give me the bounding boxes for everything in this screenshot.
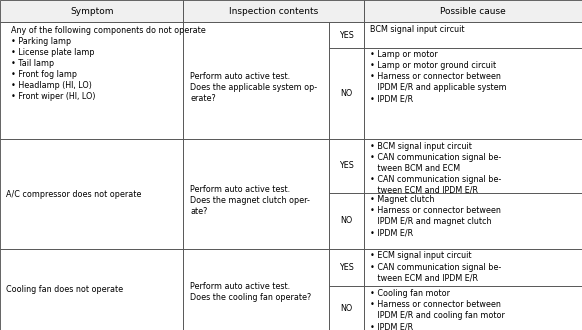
Text: Any of the following components do not operate
  • Parking lamp
  • License plat: Any of the following components do not o… <box>6 26 205 101</box>
Bar <box>183 22 329 139</box>
Bar <box>329 139 364 193</box>
Text: BCM signal input circuit: BCM signal input circuit <box>370 25 464 34</box>
Bar <box>364 193 582 249</box>
Text: Perform auto active test.
Does the applicable system op-
erate?: Perform auto active test. Does the appli… <box>190 72 317 103</box>
Bar <box>183 139 329 249</box>
Text: • Lamp or motor
• Lamp or motor ground circuit
• Harness or connector between
  : • Lamp or motor • Lamp or motor ground c… <box>370 50 506 104</box>
Bar <box>364 48 582 139</box>
Text: NO: NO <box>340 216 353 225</box>
Text: Possible cause: Possible cause <box>440 7 506 16</box>
Text: NO: NO <box>340 89 353 98</box>
Text: Inspection contents: Inspection contents <box>229 7 318 16</box>
Text: A/C compressor does not operate: A/C compressor does not operate <box>6 190 141 199</box>
Text: YES: YES <box>339 31 354 40</box>
Bar <box>0 139 183 249</box>
Bar <box>364 286 582 330</box>
Bar <box>329 249 364 286</box>
Bar <box>0 0 183 22</box>
Bar <box>329 48 364 139</box>
Text: Symptom: Symptom <box>70 7 113 16</box>
Text: YES: YES <box>339 263 354 272</box>
Bar <box>0 22 183 139</box>
Bar <box>364 249 582 286</box>
Text: YES: YES <box>339 161 354 171</box>
Bar <box>364 139 582 193</box>
Text: Cooling fan does not operate: Cooling fan does not operate <box>6 285 123 294</box>
Text: • Magnet clutch
• Harness or connector between
   IPDM E/R and magnet clutch
• I: • Magnet clutch • Harness or connector b… <box>370 195 501 237</box>
Bar <box>329 22 364 48</box>
Bar <box>183 249 329 330</box>
Bar <box>0 249 183 330</box>
Text: NO: NO <box>340 304 353 313</box>
Text: Perform auto active test.
Does the magnet clutch oper-
ate?: Perform auto active test. Does the magne… <box>190 185 310 216</box>
Text: • Cooling fan motor
• Harness or connector between
   IPDM E/R and cooling fan m: • Cooling fan motor • Harness or connect… <box>370 289 505 330</box>
Text: • ECM signal input circuit
• CAN communication signal be-
   tween ECM and IPDM : • ECM signal input circuit • CAN communi… <box>370 251 501 283</box>
Bar <box>329 286 364 330</box>
Bar <box>183 0 364 22</box>
Text: Perform auto active test.
Does the cooling fan operate?: Perform auto active test. Does the cooli… <box>190 282 311 302</box>
Text: • BCM signal input circuit
• CAN communication signal be-
   tween BCM and ECM
•: • BCM signal input circuit • CAN communi… <box>370 142 501 195</box>
Bar <box>364 0 582 22</box>
Bar <box>364 22 582 48</box>
Bar <box>329 193 364 249</box>
